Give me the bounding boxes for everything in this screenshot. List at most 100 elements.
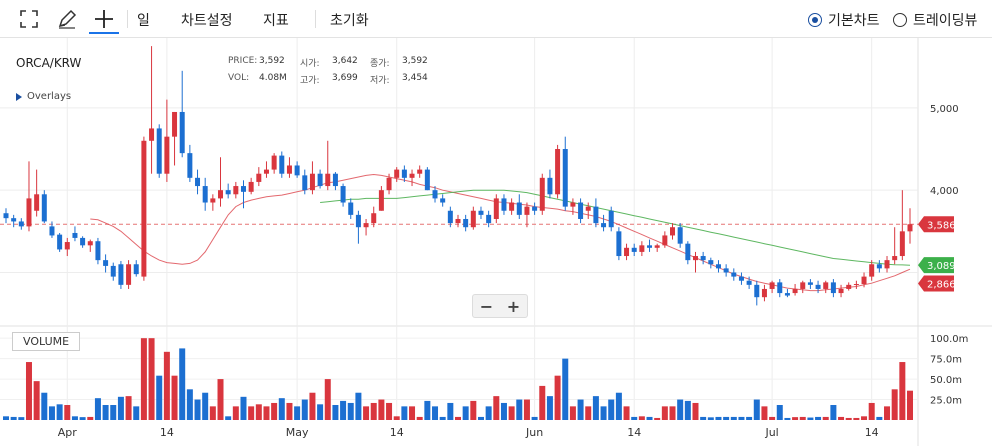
price-marker-label: 3,586	[927, 220, 956, 231]
candle-body	[547, 177, 553, 195]
volume-bar	[186, 389, 193, 420]
volume-bar	[179, 348, 186, 420]
volume-bar	[148, 338, 155, 420]
candle-body	[187, 153, 193, 178]
candle-body	[509, 202, 515, 211]
high-label: 고가:	[300, 76, 320, 86]
candle-body	[371, 213, 377, 224]
volume-bar	[225, 416, 232, 420]
volume-bar	[393, 416, 400, 420]
x-tick-label: Jun	[525, 426, 543, 439]
tradingview-radio[interactable]: 트레이딩뷰	[893, 10, 977, 30]
candle-body	[670, 227, 676, 236]
volume-bar	[447, 402, 454, 420]
vol-value: 4.08M	[259, 73, 287, 83]
volume-bar	[317, 404, 324, 420]
candle-body	[149, 128, 155, 141]
volume-bar	[439, 416, 446, 420]
volume-bar	[401, 406, 408, 420]
candle-body	[133, 264, 139, 275]
period-menu[interactable]: 일	[137, 13, 150, 29]
candle-body	[447, 210, 453, 224]
volume-bar	[631, 416, 638, 420]
volume-bar	[669, 406, 676, 420]
volume-bar	[830, 405, 837, 420]
candle-body	[593, 206, 599, 224]
volume-bar	[799, 416, 806, 420]
chart-settings-menu[interactable]: 차트설정	[181, 13, 233, 29]
candle-body	[639, 245, 645, 252]
volume-bar	[248, 406, 255, 420]
candle-body	[202, 186, 208, 203]
x-tick-label: 14	[865, 426, 879, 439]
volume-tick-label: 75.0m	[930, 355, 962, 366]
volume-bar	[884, 406, 891, 420]
volume-bar	[508, 406, 515, 420]
volume-bar	[18, 417, 25, 420]
zoom-out-button[interactable]: −	[479, 296, 494, 316]
volume-bar	[746, 416, 753, 420]
volume-bar	[309, 392, 316, 420]
candle-body	[723, 268, 729, 273]
candle-body	[731, 272, 737, 277]
volume-bar	[891, 389, 898, 420]
candle-body	[271, 155, 277, 170]
candle-body	[340, 186, 346, 203]
volume-bar	[585, 406, 592, 420]
candlestick-chart[interactable]: Apr 14 May 14 Jun 14 Jul 14 5,000 4,000 100.0m 75.0…	[0, 38, 992, 446]
reset-button[interactable]: 초기화	[330, 13, 369, 29]
volume-bar	[156, 375, 163, 420]
volume-bar	[432, 406, 439, 420]
candle-body	[532, 206, 538, 211]
candle-body	[800, 282, 806, 289]
volume-bar	[776, 405, 783, 420]
candle-body	[256, 173, 262, 182]
draw-pen-icon[interactable]	[52, 6, 82, 32]
candle-body	[493, 198, 499, 219]
x-tick-label: 14	[627, 426, 641, 439]
volume-bar	[600, 406, 607, 420]
candle-body	[409, 173, 415, 178]
candle-body	[738, 276, 744, 281]
volume-bar	[355, 392, 362, 420]
volume-bar	[424, 400, 431, 420]
candle-body	[3, 213, 9, 219]
volume-bar	[71, 416, 78, 420]
open-label: 시가:	[300, 59, 320, 69]
fullscreen-icon[interactable]	[14, 6, 44, 32]
candle-body	[807, 282, 813, 285]
volume-bar	[623, 406, 630, 420]
chart-toolbar: 일 차트설정 지표 초기화 기본차트 트레이딩뷰	[0, 0, 992, 38]
crosshair-icon[interactable]	[89, 6, 119, 34]
basic-chart-label: 기본차트	[828, 13, 880, 29]
candle-body	[164, 136, 170, 174]
radio-unselected-icon	[893, 13, 907, 27]
price-marker-label: 3,089	[927, 261, 956, 272]
volume-bar	[592, 396, 599, 420]
volume-bar	[94, 398, 101, 420]
basic-chart-radio[interactable]: 기본차트	[808, 10, 880, 30]
candle-body	[838, 288, 844, 294]
candle-body	[49, 226, 55, 236]
volume-bar	[232, 406, 239, 420]
volume-bar	[125, 396, 132, 420]
volume-bar	[286, 402, 293, 420]
candle-body	[80, 237, 86, 246]
volume-bar	[784, 417, 791, 420]
volume-bar	[409, 406, 416, 420]
candle-body	[286, 165, 292, 174]
overlays-toggle[interactable]: Overlays	[16, 91, 71, 102]
volume-bar	[677, 399, 684, 420]
candle-body	[64, 242, 70, 250]
candle-body	[386, 177, 392, 191]
candle-body	[708, 260, 714, 265]
volume-bar	[386, 402, 393, 420]
volume-bar	[646, 416, 653, 420]
candle-body	[57, 234, 63, 250]
volume-bar	[615, 392, 622, 420]
indicators-menu[interactable]: 지표	[263, 13, 289, 29]
zoom-in-button[interactable]: +	[506, 296, 521, 316]
candle-body	[700, 256, 706, 261]
volume-bar	[347, 402, 354, 420]
volume-bar	[278, 398, 285, 420]
